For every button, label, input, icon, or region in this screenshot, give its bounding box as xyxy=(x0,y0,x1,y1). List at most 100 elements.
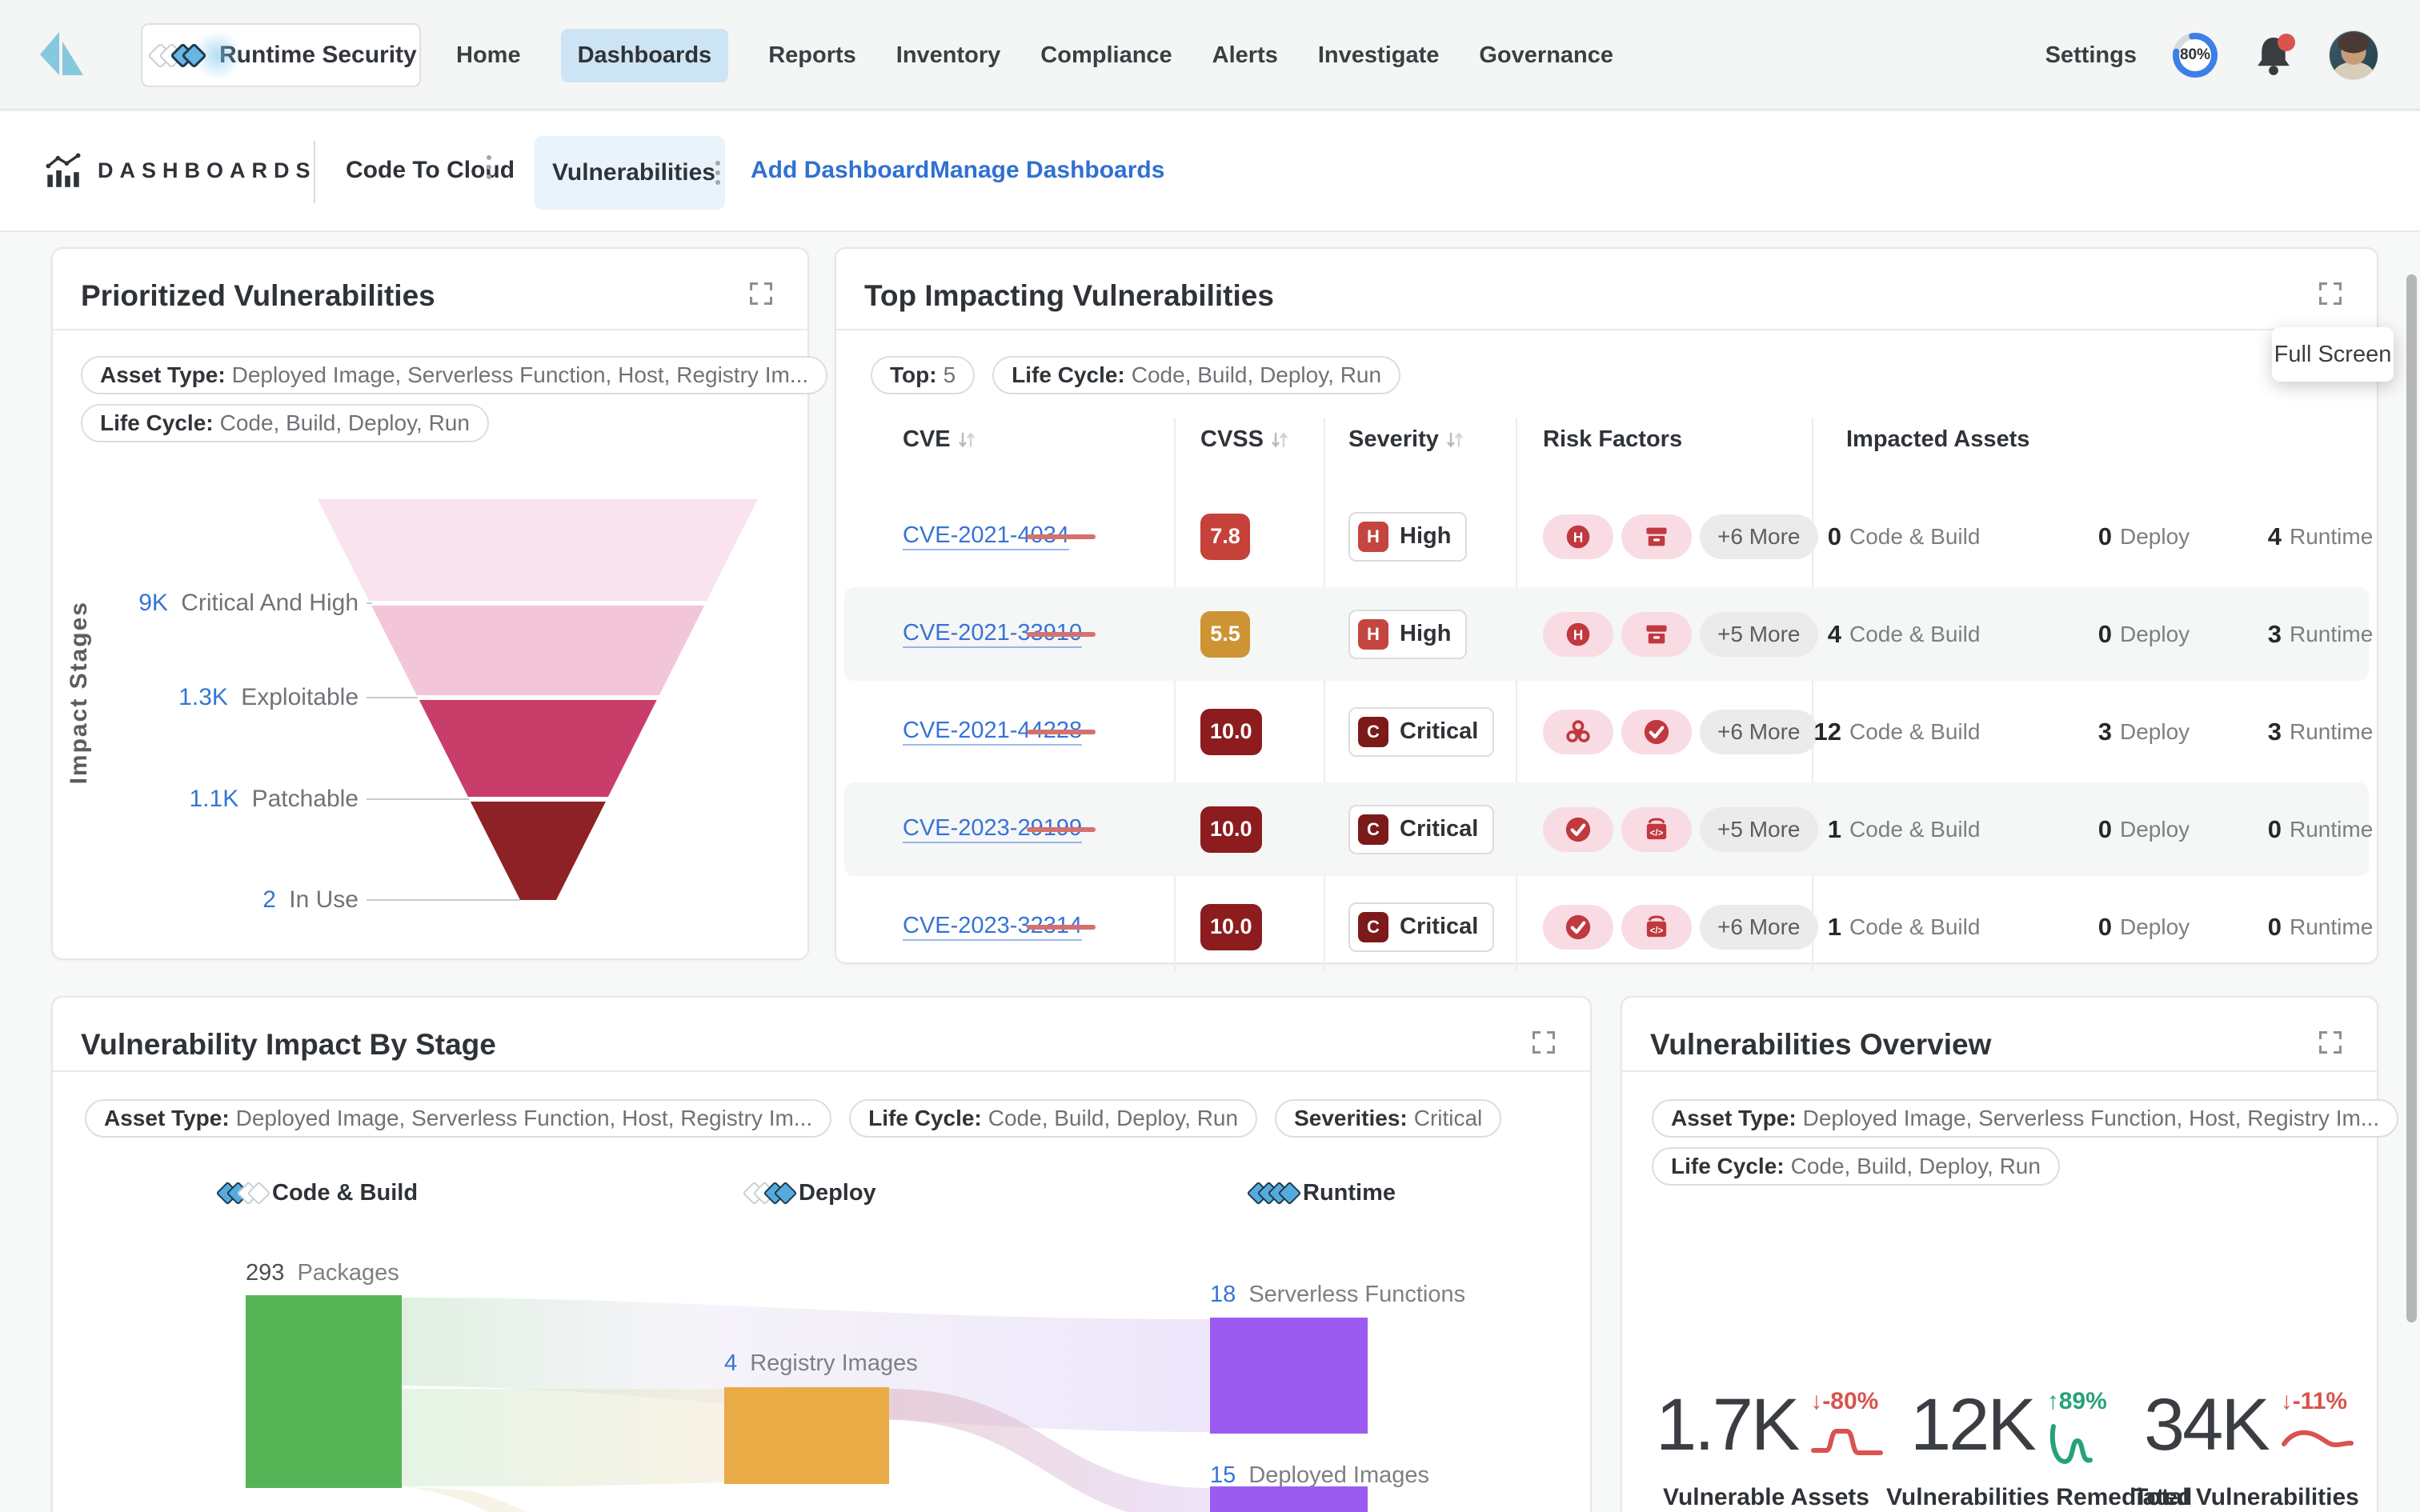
top-nav: Runtime Security Home Dashboards Reports… xyxy=(0,0,2420,110)
funnel-stage-label[interactable]: 9K Critical And High xyxy=(138,590,359,617)
sankey-link[interactable] xyxy=(402,1486,565,1512)
filter-asset-type[interactable]: Asset Type: Deployed Image, Serverless F… xyxy=(85,1099,832,1138)
full-screen-tooltip: Full Screen xyxy=(2272,327,2394,382)
manage-dashboards-link[interactable]: Manage Dashboards xyxy=(930,157,1165,183)
risk-factor-check-icon[interactable] xyxy=(1621,709,1692,754)
cve-table-body: CVE-2021-4034 7.8 H High H +6 More 0 Code & Bui… xyxy=(844,490,2373,978)
sankey-node-label: 4 Registry Images xyxy=(724,1350,918,1377)
add-dashboard-link[interactable]: Add Dashboard xyxy=(751,157,930,183)
cve-trend-sparkline xyxy=(1027,490,1096,583)
filter-life-cycle[interactable]: Life Cycle: Code, Build, Deploy, Run xyxy=(81,404,489,442)
cve-trend-sparkline xyxy=(1027,685,1096,778)
risk-factor-archive-icon[interactable] xyxy=(1621,611,1692,657)
filter-label: Asset Type: xyxy=(1671,1106,1797,1130)
stage-value: 9K xyxy=(138,590,168,616)
risk-factor-h-severity-icon[interactable]: H xyxy=(1543,514,1613,559)
column-header-cve[interactable]: CVE xyxy=(903,426,976,453)
more-risk-factors-button[interactable]: +5 More xyxy=(1700,611,1818,657)
table-row[interactable]: CVE-2021-33910 5.5 H High H +5 More 4 Code & Bu… xyxy=(844,587,2373,681)
nav-item-dashboards[interactable]: Dashboards xyxy=(560,28,729,82)
risk-factor-check-icon[interactable] xyxy=(1543,806,1613,852)
filter-asset-type[interactable]: Asset Type: Deployed Image, Serverless F… xyxy=(1652,1099,2399,1138)
brand-logo-icon[interactable] xyxy=(38,30,85,77)
risk-factors: H +6 More xyxy=(1543,490,1818,583)
more-risk-factors-button[interactable]: +5 More xyxy=(1700,806,1818,852)
sankey-link[interactable] xyxy=(402,1298,1210,1432)
sankey-link[interactable] xyxy=(889,1389,1210,1512)
user-avatar[interactable] xyxy=(2329,30,2378,80)
fullscreen-icon[interactable] xyxy=(1533,1031,1555,1054)
column-header-cvss[interactable]: CVSS xyxy=(1200,426,1289,453)
tab-vulnerabilities[interactable]: Vulnerabilities xyxy=(535,136,725,210)
stage-label: Deploy xyxy=(799,1180,876,1206)
table-row[interactable]: CVE-2023-32314 10.0 C Critical </> +6 More 1 Co… xyxy=(844,880,2373,974)
nav-item-home[interactable]: Home xyxy=(456,42,521,68)
more-risk-factors-button[interactable]: +6 More xyxy=(1700,514,1818,559)
more-risk-factors-button[interactable]: +6 More xyxy=(1700,709,1818,754)
sankey-link[interactable] xyxy=(402,1389,724,1486)
filter-life-cycle[interactable]: Life Cycle: Code, Build, Deploy, Run xyxy=(849,1099,1258,1138)
sankey-node-serverless-functions[interactable] xyxy=(1210,1318,1368,1434)
sankey-node-deployed-images[interactable] xyxy=(1210,1486,1368,1512)
sort-icon[interactable] xyxy=(1445,430,1464,450)
tab-code-to-cloud[interactable]: Code To Cloud xyxy=(346,157,515,183)
impacted-code-build: 0 Code & Build xyxy=(1827,522,1981,550)
nav-item-reports[interactable]: Reports xyxy=(768,42,856,68)
risk-factors: H +5 More xyxy=(1543,587,1818,681)
nav-item-governance[interactable]: Governance xyxy=(1479,42,1614,68)
table-row[interactable]: CVE-2021-44228 10.0 C Critical +6 More 12 Code… xyxy=(844,685,2373,778)
usage-progress-ring[interactable]: 80% xyxy=(2172,32,2218,78)
funnel-axis-label: Impact Stages xyxy=(66,601,92,785)
sankey-chart xyxy=(246,1295,1368,1512)
nav-item-inventory[interactable]: Inventory xyxy=(895,42,1001,68)
nav-item-alerts[interactable]: Alerts xyxy=(1212,42,1278,68)
stat-total-vulnerabilities: 34K ↓ -11% xyxy=(2144,1388,2354,1462)
page-scrollbar[interactable] xyxy=(2406,274,2417,1322)
filter-life-cycle[interactable]: Life Cycle: Code, Build, Deploy, Run xyxy=(1652,1147,2060,1186)
risk-factor-biohazard-icon[interactable] xyxy=(1543,709,1613,754)
funnel-stage-label[interactable]: 2 In Use xyxy=(262,886,359,914)
fullscreen-icon[interactable] xyxy=(750,282,772,305)
funnel-stage-label[interactable]: 1.3K Exploitable xyxy=(178,684,359,711)
sankey-node-packages[interactable] xyxy=(246,1295,402,1488)
column-header-severity[interactable]: Severity xyxy=(1348,426,1464,453)
table-row[interactable]: CVE-2023-29199 10.0 C Critical </> +5 More 1 Co… xyxy=(844,782,2373,876)
vulnerabilities-menu-icon[interactable] xyxy=(715,161,720,185)
stage-name: Critical And High xyxy=(181,590,359,616)
arrow-up-icon: ↑ xyxy=(2046,1388,2059,1414)
filter-asset-type[interactable]: Asset Type: Deployed Image, Serverless F… xyxy=(81,356,828,394)
column-divider xyxy=(1174,418,1176,972)
code-to-cloud-menu-icon[interactable] xyxy=(487,155,491,179)
funnel-stage-label[interactable]: 1.1K Patchable xyxy=(190,786,359,813)
filter-label: Top: xyxy=(890,362,937,387)
risk-factor-code-box-icon[interactable]: </> xyxy=(1621,904,1692,950)
more-risk-factors-button[interactable]: +6 More xyxy=(1700,904,1818,950)
nav-item-compliance[interactable]: Compliance xyxy=(1040,42,1172,68)
risk-factor-check-icon[interactable] xyxy=(1543,904,1613,950)
impacted-runtime: 4 Runtime xyxy=(2267,522,2374,550)
filter-top[interactable]: Top: 5 xyxy=(871,356,976,394)
sort-icon[interactable] xyxy=(957,430,976,450)
node-name: Packages xyxy=(297,1260,399,1286)
sankey-node-label: 293 Packages xyxy=(246,1260,399,1286)
notifications-button[interactable] xyxy=(2254,34,2295,77)
nav-item-investigate[interactable]: Investigate xyxy=(1317,42,1440,68)
product-switcher-dropdown[interactable]: Runtime Security xyxy=(141,23,421,87)
risk-factor-code-box-icon[interactable]: </> xyxy=(1621,806,1692,852)
stage-name: In Use xyxy=(289,886,359,913)
sort-icon[interactable] xyxy=(1270,430,1289,450)
node-name: Registry Images xyxy=(750,1350,918,1376)
svg-text:</>: </> xyxy=(1650,828,1664,838)
filter-severities[interactable]: Severities: Critical xyxy=(1275,1099,1502,1138)
fullscreen-icon[interactable] xyxy=(2319,1031,2342,1054)
arrow-down-icon: ↓ xyxy=(2280,1388,2293,1414)
risk-factor-h-severity-icon[interactable]: H xyxy=(1543,611,1613,657)
nav-item-settings[interactable]: Settings xyxy=(2045,42,2137,68)
filter-life-cycle[interactable]: Life Cycle: Code, Build, Deploy, Run xyxy=(992,356,1401,394)
risk-factor-archive-icon[interactable] xyxy=(1621,514,1692,559)
card-title: Prioritized Vulnerabilities xyxy=(81,279,435,312)
sankey-node-registry-images[interactable] xyxy=(724,1387,889,1484)
fullscreen-icon[interactable] xyxy=(2319,282,2342,305)
table-row[interactable]: CVE-2021-4034 7.8 H High H +6 More 0 Code & Bui… xyxy=(844,490,2373,583)
impacted-code-build: 1 Code & Build xyxy=(1827,912,1981,941)
